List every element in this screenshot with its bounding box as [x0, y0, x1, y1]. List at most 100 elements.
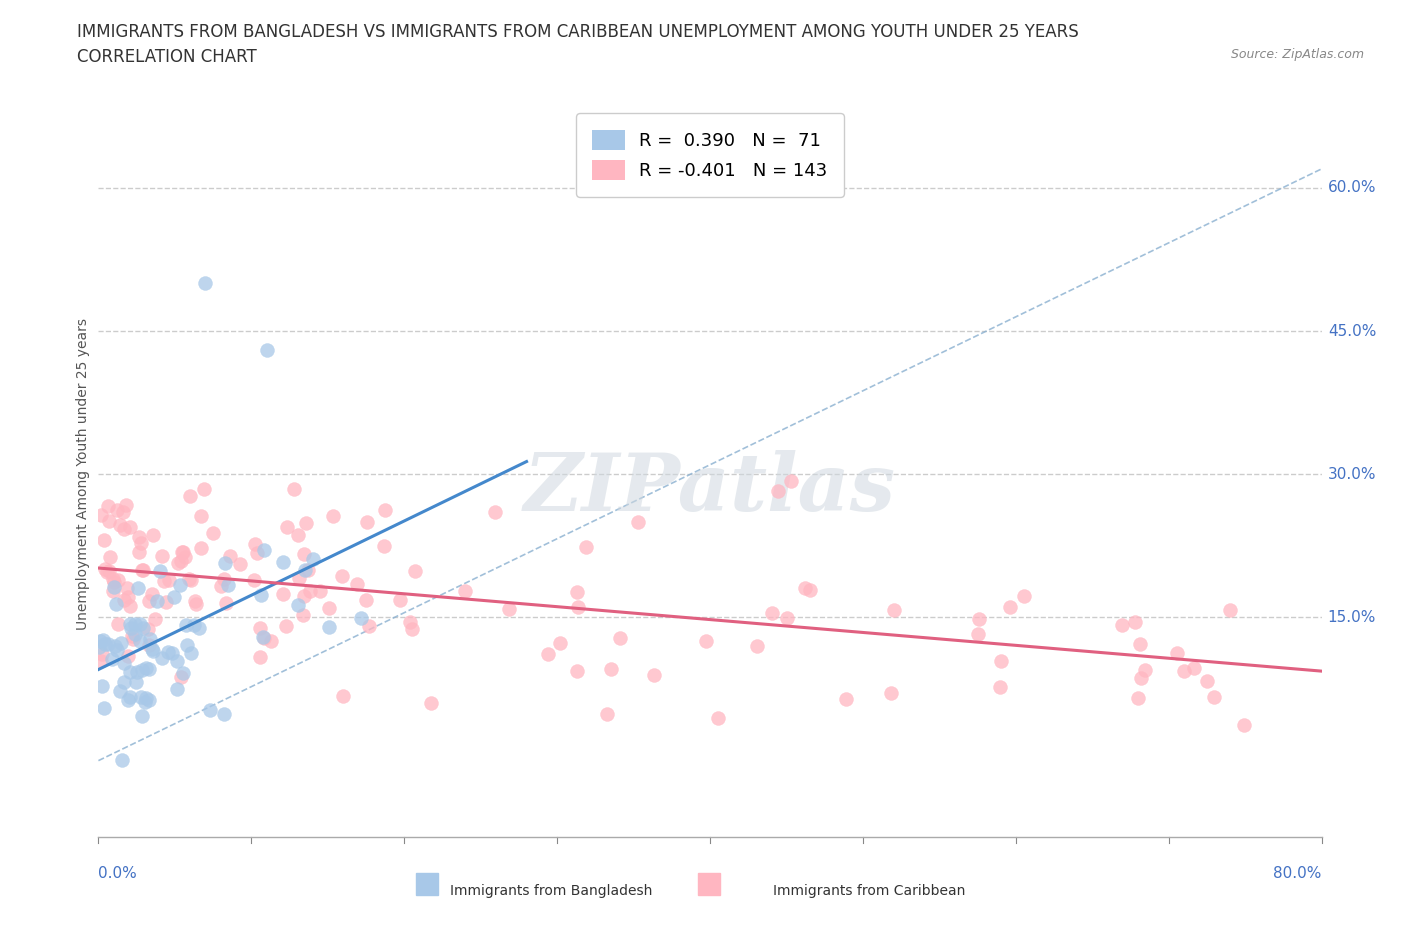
- Point: [1126, 690, 1149, 705]
- Point: [142, 527, 165, 542]
- Point: [97, 564, 120, 578]
- Point: [105, 643, 128, 658]
- Point: [112, 522, 135, 537]
- Point: [420, 696, 443, 711]
- Point: [249, 621, 271, 636]
- Point: [153, 574, 176, 589]
- Point: [107, 573, 129, 588]
- Legend: R =  0.390   N =  71, R = -0.401   N = 143: R = 0.390 N = 71, R = -0.401 N = 143: [576, 113, 844, 196]
- Point: [799, 583, 821, 598]
- Point: [548, 635, 571, 650]
- Point: [776, 610, 799, 625]
- Point: [87, 640, 110, 655]
- Text: 60.0%: 60.0%: [1327, 180, 1376, 195]
- Point: [157, 572, 180, 587]
- Point: [131, 709, 153, 724]
- Point: [212, 706, 235, 721]
- Point: [170, 553, 193, 568]
- Point: [134, 695, 156, 710]
- Point: [350, 611, 373, 626]
- Point: [253, 542, 276, 557]
- Point: [1202, 690, 1225, 705]
- Point: [294, 563, 316, 578]
- Point: [180, 573, 202, 588]
- Point: [122, 631, 145, 646]
- Point: [143, 612, 166, 627]
- Point: [186, 596, 208, 611]
- Point: [163, 589, 186, 604]
- Point: [91, 632, 114, 647]
- Text: Immigrants from Bangladesh: Immigrants from Bangladesh: [450, 884, 652, 898]
- Point: [138, 594, 160, 609]
- Point: [121, 629, 143, 644]
- Point: [105, 597, 128, 612]
- Point: [172, 666, 194, 681]
- Point: [90, 508, 112, 523]
- Point: [536, 646, 558, 661]
- Point: [128, 544, 150, 559]
- Point: [149, 564, 172, 578]
- Point: [228, 556, 250, 571]
- Point: [103, 575, 125, 590]
- Point: [127, 580, 149, 595]
- Point: [117, 693, 139, 708]
- Point: [101, 652, 124, 667]
- Point: [318, 601, 340, 616]
- Point: [190, 540, 212, 555]
- Point: [94, 562, 117, 577]
- Text: Immigrants from Caribbean: Immigrants from Caribbean: [773, 884, 966, 898]
- Point: [346, 577, 368, 591]
- Point: [201, 525, 224, 540]
- Point: [250, 587, 273, 602]
- Point: [283, 481, 305, 496]
- Point: [174, 618, 197, 632]
- Point: [169, 578, 191, 592]
- Point: [399, 615, 422, 630]
- Point: [256, 343, 278, 358]
- Point: [359, 618, 381, 633]
- Point: [374, 503, 396, 518]
- Text: 80.0%: 80.0%: [1274, 866, 1322, 881]
- Point: [138, 631, 160, 646]
- Point: [103, 579, 125, 594]
- Point: [276, 618, 298, 633]
- Point: [150, 650, 173, 665]
- Text: IMMIGRANTS FROM BANGLADESH VS IMMIGRANTS FROM CARIBBEAN UNEMPLOYMENT AMONG YOUTH: IMMIGRANTS FROM BANGLADESH VS IMMIGRANTS…: [77, 23, 1078, 41]
- Point: [96, 565, 118, 579]
- Point: [309, 584, 332, 599]
- Point: [146, 593, 169, 608]
- Point: [292, 589, 315, 604]
- Point: [1123, 615, 1146, 630]
- Point: [105, 502, 128, 517]
- Text: ZIPatlas: ZIPatlas: [524, 450, 896, 527]
- Point: [768, 483, 790, 498]
- Text: CORRELATION CHART: CORRELATION CHART: [77, 48, 257, 66]
- Point: [404, 564, 426, 578]
- Point: [880, 685, 903, 700]
- Point: [218, 549, 240, 564]
- Point: [401, 621, 423, 636]
- Point: [166, 682, 188, 697]
- Point: [259, 633, 281, 648]
- Point: [101, 572, 124, 587]
- Point: [135, 661, 157, 676]
- Point: [271, 586, 294, 601]
- Point: [91, 678, 114, 693]
- Point: [322, 509, 344, 524]
- Point: [120, 617, 142, 631]
- Point: [271, 555, 294, 570]
- Point: [596, 707, 619, 722]
- Point: [200, 702, 222, 717]
- Point: [131, 662, 153, 677]
- Point: [567, 600, 589, 615]
- Point: [214, 556, 236, 571]
- Point: [835, 692, 858, 707]
- Point: [118, 599, 141, 614]
- Point: [112, 656, 135, 671]
- Point: [330, 568, 353, 583]
- Point: [156, 644, 179, 659]
- Point: [179, 572, 201, 587]
- Point: [108, 517, 131, 532]
- Point: [212, 572, 235, 587]
- Point: [124, 617, 146, 631]
